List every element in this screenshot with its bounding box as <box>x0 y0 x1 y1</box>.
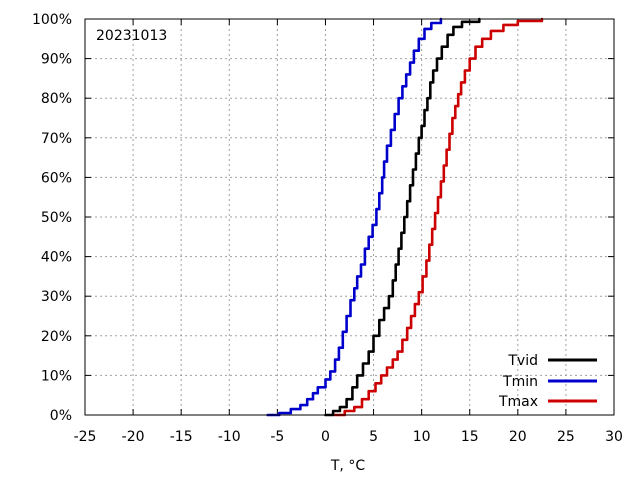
series-line-tmax <box>333 17 544 417</box>
x-tick-label: 20 <box>509 429 527 445</box>
grid <box>85 19 614 415</box>
x-tick-label: 0 <box>321 429 330 445</box>
x-tick-label: 15 <box>461 429 479 445</box>
y-tick-label: 60% <box>41 170 72 186</box>
x-tick-label: -20 <box>122 429 145 445</box>
y-tick-label: 90% <box>41 52 72 68</box>
series-line-tvid <box>324 17 481 417</box>
y-tick-label: 70% <box>41 131 72 147</box>
x-tick-label: -15 <box>170 429 193 445</box>
series-lines <box>266 17 544 417</box>
x-axis-label: T, °C <box>330 458 365 474</box>
x-tick-label: 30 <box>605 429 623 445</box>
x-tick-label: -25 <box>74 429 97 445</box>
y-tick-label: 0% <box>50 408 72 424</box>
series-line-tmin <box>266 17 443 417</box>
legend-label-tmax: Tmax <box>498 394 538 410</box>
legend-label-tmin: Tmin <box>502 374 538 390</box>
legend: Tvid Tmin Tmax <box>498 353 597 410</box>
axis-ticks: -25 -20 -15 -10 -5 0 5 10 15 20 25 30 0% 10% 20% 30% 40%… <box>32 12 623 445</box>
y-tick-label: 80% <box>41 91 72 107</box>
legend-label-tvid: Tvid <box>507 353 538 369</box>
x-tick-label: -10 <box>218 429 241 445</box>
y-tick-label: 40% <box>41 250 72 266</box>
x-tick-label: 5 <box>369 429 378 445</box>
date-annotation: 20231013 <box>96 28 167 44</box>
plot-frame <box>84 18 615 416</box>
x-tick-label: 25 <box>557 429 575 445</box>
x-tick-label: -5 <box>270 429 284 445</box>
x-tick-label: 10 <box>413 429 431 445</box>
y-tick-label: 100% <box>32 12 72 28</box>
y-tick-label: 50% <box>41 210 72 226</box>
y-tick-label: 20% <box>41 329 72 345</box>
y-tick-label: 30% <box>41 289 72 305</box>
y-tick-label: 10% <box>41 368 72 384</box>
